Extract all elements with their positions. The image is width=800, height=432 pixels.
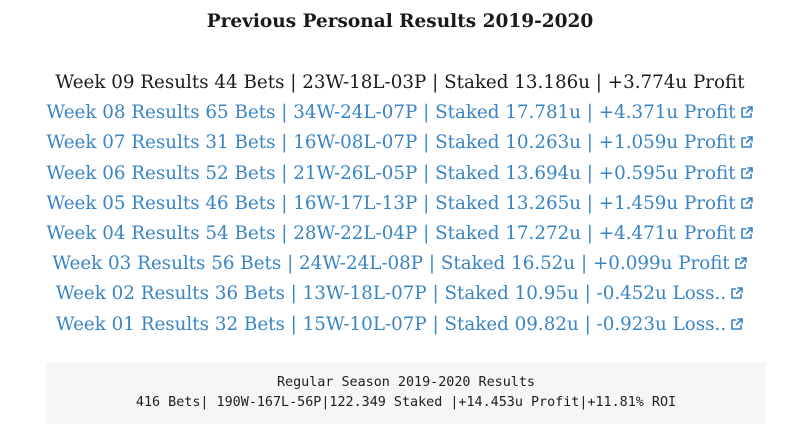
external-link-icon[interactable]	[740, 226, 754, 240]
season-summary-box: Regular Season 2019-2020 Results 416 Bet…	[46, 362, 766, 424]
result-link-row[interactable]: Week 01 Results 32 Bets | 15W-10L-07P | …	[0, 310, 800, 340]
result-link-row[interactable]: Week 07 Results 31 Bets | 16W-08L-07P | …	[0, 128, 800, 158]
result-text[interactable]: Week 04 Results 54 Bets | 28W-22L-04P | …	[46, 222, 736, 244]
external-link-icon[interactable]	[740, 166, 754, 180]
result-link-row[interactable]: Week 03 Results 56 Bets | 24W-24L-08P | …	[0, 249, 800, 279]
result-text[interactable]: Week 02 Results 36 Bets | 13W-18L-07P | …	[55, 283, 727, 305]
season-summary-heading: Regular Season 2019-2020 Results	[277, 375, 535, 390]
external-link-icon[interactable]	[740, 196, 754, 210]
result-link-row[interactable]: Week 08 Results 65 Bets | 34W-24L-07P | …	[0, 98, 800, 128]
external-link-icon[interactable]	[740, 105, 754, 119]
result-text[interactable]: Week 06 Results 52 Bets | 21W-26L-05P | …	[46, 162, 736, 184]
external-link-icon[interactable]	[730, 317, 744, 331]
result-link-row[interactable]: Week 02 Results 36 Bets | 13W-18L-07P | …	[0, 279, 800, 309]
page-title: Previous Personal Results 2019-2020	[206, 11, 594, 32]
result-text[interactable]: Week 07 Results 31 Bets | 16W-08L-07P | …	[46, 132, 736, 154]
result-link-row[interactable]: Week 06 Results 52 Bets | 21W-26L-05P | …	[0, 159, 800, 189]
result-text[interactable]: Week 08 Results 65 Bets | 34W-24L-07P | …	[46, 102, 736, 124]
result-text[interactable]: Week 05 Results 46 Bets | 16W-17L-13P | …	[46, 192, 736, 214]
result-text: Week 09 Results 44 Bets | 23W-18L-03P | …	[55, 72, 745, 93]
external-link-icon[interactable]	[734, 256, 748, 270]
external-link-icon[interactable]	[740, 135, 754, 149]
result-text[interactable]: Week 01 Results 32 Bets | 15W-10L-07P | …	[55, 313, 727, 335]
external-link-icon[interactable]	[730, 286, 744, 300]
weekly-results-list: Week 09 Results 44 Bets | 23W-18L-03P | …	[0, 68, 800, 340]
result-text[interactable]: Week 03 Results 56 Bets | 24W-24L-08P | …	[52, 253, 730, 275]
result-link-row[interactable]: Week 04 Results 54 Bets | 28W-22L-04P | …	[0, 219, 800, 249]
current-week-result-row: Week 09 Results 44 Bets | 23W-18L-03P | …	[0, 68, 800, 98]
season-summary-totals: 416 Bets| 190W-167L-56P|122.349 Staked |…	[135, 395, 677, 410]
result-link-row[interactable]: Week 05 Results 46 Bets | 16W-17L-13P | …	[0, 189, 800, 219]
